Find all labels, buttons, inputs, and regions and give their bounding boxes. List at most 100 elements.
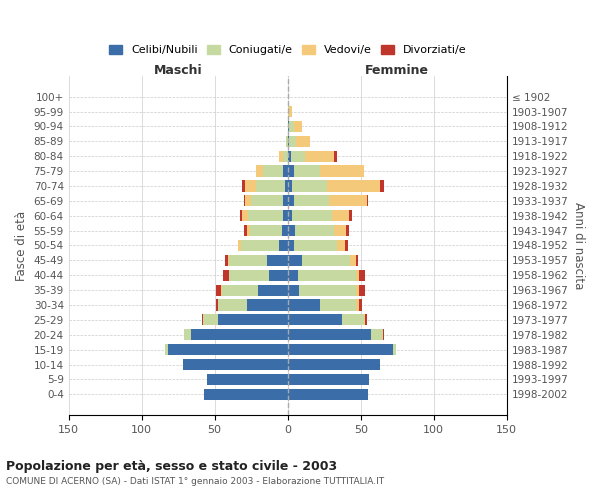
Bar xyxy=(302,255,350,266)
Bar xyxy=(245,195,251,206)
Bar xyxy=(287,284,299,296)
Bar xyxy=(222,284,259,296)
Bar xyxy=(242,180,245,192)
Bar xyxy=(208,374,287,385)
Bar xyxy=(334,150,337,162)
Bar xyxy=(165,344,168,355)
Bar xyxy=(356,284,359,296)
Bar xyxy=(218,300,247,310)
Bar xyxy=(295,225,334,236)
Legend: Celibi/Nubili, Coniugati/e, Vedovi/e, Divorziati/e: Celibi/Nubili, Coniugati/e, Vedovi/e, Di… xyxy=(104,40,471,60)
Bar xyxy=(287,210,292,222)
Text: Popolazione per età, sesso e stato civile - 2003: Popolazione per età, sesso e stato civil… xyxy=(6,460,337,473)
Bar xyxy=(287,106,289,117)
Bar xyxy=(329,195,367,206)
Y-axis label: Anni di nascita: Anni di nascita xyxy=(572,202,585,289)
Bar xyxy=(242,210,248,222)
Y-axis label: Fasce di età: Fasce di età xyxy=(15,210,28,280)
Bar xyxy=(356,270,359,281)
Bar xyxy=(393,344,396,355)
Bar xyxy=(287,150,290,162)
Bar xyxy=(216,300,218,310)
Bar xyxy=(251,195,283,206)
Bar xyxy=(267,255,287,266)
Bar xyxy=(383,329,384,340)
Bar xyxy=(245,180,256,192)
Bar xyxy=(320,166,364,176)
Bar xyxy=(218,314,287,326)
Bar xyxy=(356,255,358,266)
Bar xyxy=(342,314,364,326)
Bar xyxy=(293,240,337,251)
Bar xyxy=(350,255,356,266)
Bar xyxy=(287,195,293,206)
Text: Maschi: Maschi xyxy=(154,64,202,78)
Bar xyxy=(256,180,285,192)
Bar xyxy=(296,136,310,147)
Bar xyxy=(287,329,371,340)
Bar xyxy=(221,284,222,296)
Bar xyxy=(287,314,342,326)
Bar xyxy=(349,210,352,222)
Bar xyxy=(269,270,287,281)
Bar xyxy=(365,314,367,326)
Bar xyxy=(285,180,287,192)
Bar xyxy=(244,195,245,206)
Bar xyxy=(359,284,365,296)
Bar xyxy=(287,374,370,385)
Bar xyxy=(287,388,368,400)
Bar xyxy=(356,300,359,310)
Bar xyxy=(287,255,302,266)
Bar xyxy=(238,240,241,251)
Bar xyxy=(346,225,349,236)
Bar xyxy=(289,106,292,117)
Bar xyxy=(228,255,229,266)
Bar xyxy=(371,329,383,340)
Bar xyxy=(299,284,356,296)
Bar xyxy=(205,388,287,400)
Bar xyxy=(223,270,229,281)
Bar xyxy=(334,225,346,236)
Bar xyxy=(289,136,296,147)
Bar xyxy=(247,300,287,310)
Bar xyxy=(247,225,250,236)
Bar xyxy=(256,166,263,176)
Bar xyxy=(344,240,347,251)
Bar xyxy=(182,359,287,370)
Bar xyxy=(168,344,287,355)
Bar xyxy=(289,121,293,132)
Bar xyxy=(283,210,287,222)
Bar xyxy=(293,121,302,132)
Bar xyxy=(191,329,287,340)
Bar xyxy=(229,270,269,281)
Bar xyxy=(241,240,279,251)
Bar xyxy=(290,150,305,162)
Bar xyxy=(287,344,393,355)
Bar xyxy=(337,240,344,251)
Bar xyxy=(292,180,327,192)
Bar xyxy=(287,270,298,281)
Text: Femmine: Femmine xyxy=(365,64,429,78)
Bar xyxy=(279,150,283,162)
Bar xyxy=(298,270,356,281)
Bar xyxy=(216,284,221,296)
Bar xyxy=(293,195,329,206)
Bar xyxy=(286,136,287,147)
Bar xyxy=(202,314,203,326)
Bar xyxy=(259,284,287,296)
Bar xyxy=(359,300,362,310)
Bar xyxy=(244,225,247,236)
Bar xyxy=(287,121,289,132)
Bar xyxy=(287,166,293,176)
Bar xyxy=(292,210,331,222)
Bar xyxy=(331,210,349,222)
Bar xyxy=(279,240,287,251)
Bar xyxy=(305,150,334,162)
Bar xyxy=(287,225,295,236)
Bar xyxy=(367,195,368,206)
Text: COMUNE DI ACERNO (SA) - Dati ISTAT 1° gennaio 2003 - Elaborazione TUTTITALIA.IT: COMUNE DI ACERNO (SA) - Dati ISTAT 1° ge… xyxy=(6,478,384,486)
Bar xyxy=(287,180,292,192)
Bar xyxy=(320,300,356,310)
Bar xyxy=(263,166,283,176)
Bar xyxy=(287,136,289,147)
